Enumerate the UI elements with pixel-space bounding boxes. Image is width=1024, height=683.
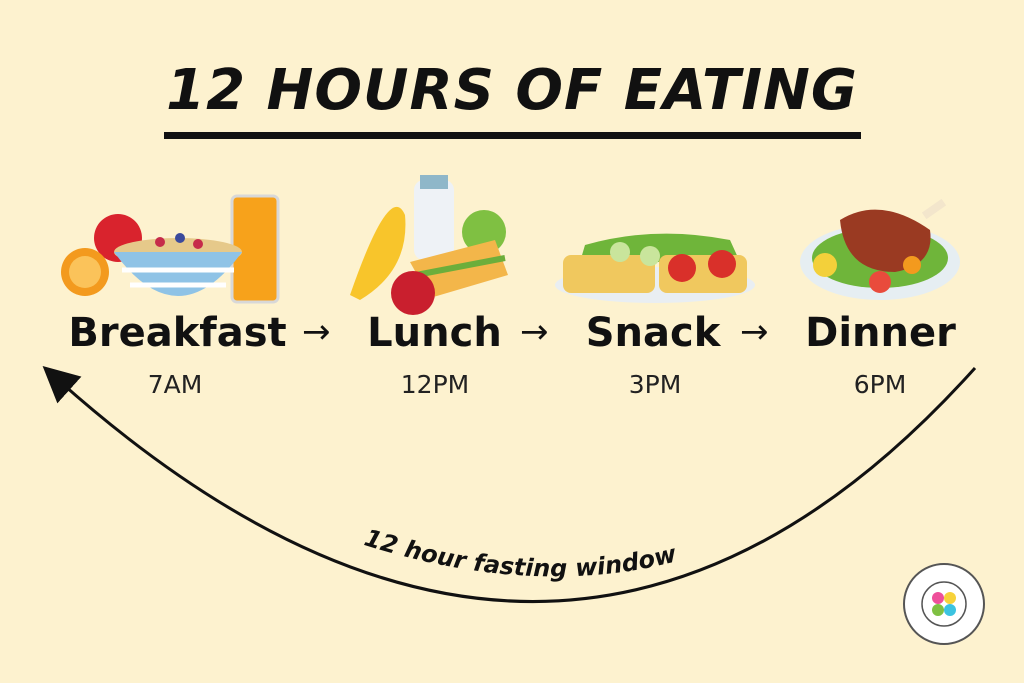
- title-underline: [164, 132, 861, 139]
- lunch-illustration: [350, 175, 508, 315]
- time-lunch: 12PM: [400, 370, 470, 399]
- arrow-icon: →: [302, 312, 331, 352]
- fasting-arc-arrow: [42, 365, 977, 603]
- meal-dinner: Dinner: [805, 310, 956, 356]
- lucky-little-learners-logo: [903, 563, 985, 645]
- page-title: 12 HOURS OF EATING: [166, 58, 858, 123]
- meal-snack: Snack: [585, 310, 721, 356]
- snack-illustration: [555, 233, 755, 303]
- meal-lunch: Lunch: [367, 310, 502, 356]
- arrow-icon: →: [520, 312, 549, 352]
- meal-breakfast: Breakfast: [68, 310, 287, 356]
- breakfast-illustration: [61, 194, 280, 304]
- fasting-label: 12 hour fasting window: [361, 524, 680, 583]
- time-breakfast: 7AM: [147, 370, 203, 399]
- time-snack: 3PM: [628, 370, 682, 399]
- time-dinner: 6PM: [853, 370, 907, 399]
- dinner-illustration: [800, 198, 960, 300]
- arrow-icon: →: [740, 312, 769, 352]
